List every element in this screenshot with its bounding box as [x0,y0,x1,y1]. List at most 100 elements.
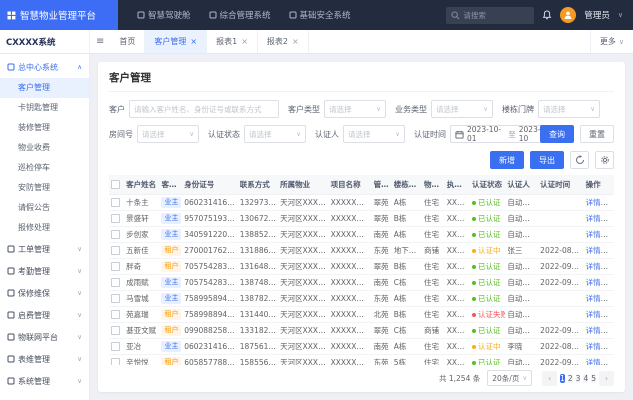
topbar-nav-item[interactable]: 综合管理系统 [209,9,271,21]
row-checkbox[interactable] [111,262,120,272]
page-button-3[interactable]: 3 [575,373,581,383]
filter-select[interactable]: 请选择 ∨ [137,125,199,143]
folder-icon [7,333,15,341]
cell-company: 天河区XXXXXXX物业服务有限公司 [278,258,329,275]
cell-company: 天河区XXXXXXX物业服务有限公司 [278,338,329,355]
filter-select[interactable]: 请选择 ∨ [244,125,306,143]
tab-报表1[interactable]: 报表1 × [207,30,258,53]
row-checkbox[interactable] [111,278,120,288]
export-button[interactable]: 导出 [530,151,564,169]
column-header: 管理区 [371,175,392,195]
page-size-select[interactable]: 20条/页 ∨ [487,370,533,386]
cell-id-number: 060231416464235755 [182,338,238,355]
row-checkbox[interactable] [111,230,120,240]
tab-报表2[interactable]: 报表2 × [258,30,309,53]
cell-customer-type: 业主 [159,338,183,355]
row-checkbox[interactable] [111,310,120,320]
row-checkbox[interactable] [111,214,120,224]
sidebar-collapse-icon[interactable]: ≡ [96,36,105,47]
cell-actions: 详情删除 [583,290,614,307]
cell-customer-name: 步创家 [124,226,160,243]
add-button[interactable]: 新增 [490,151,524,169]
select-all-checkbox[interactable] [111,180,120,190]
row-checkbox[interactable] [111,294,120,304]
page-title: 客户管理 [109,70,614,92]
sidebar-group[interactable]: 启费管理 ∨ [0,304,89,326]
close-icon[interactable]: × [190,36,198,46]
notification-bell-icon[interactable] [542,10,552,20]
close-icon[interactable]: × [241,36,248,46]
sidebar-item-巡检停车[interactable]: 巡检停车 [18,163,50,172]
sidebar-item-卡钥匙管理[interactable]: 卡钥匙管理 [18,103,58,112]
page-button-2[interactable]: 2 [567,373,573,383]
detail-link[interactable]: 详情 [585,326,601,335]
sidebar-item-报修处理[interactable]: 报修处理 [18,223,50,232]
sidebar-item-装修管理[interactable]: 装修管理 [18,123,50,132]
sidebar-group[interactable]: 工单管理 ∨ [0,238,89,260]
filter-select[interactable]: 请选择 ∨ [538,100,600,118]
detail-link[interactable]: 详情 [585,246,601,255]
sidebar-group[interactable]: 系统管理 ∨ [0,370,89,392]
topbar-nav-item[interactable]: 基础安全系统 [289,9,351,21]
sidebar-group[interactable]: 保修维保 ∨ [0,282,89,304]
tab-首页[interactable]: 首页 [110,30,146,53]
filter-select[interactable]: 请选择 ∨ [324,100,386,118]
detail-link[interactable]: 详情 [585,310,601,319]
tabs-more-button[interactable]: 更多 ∨ [589,30,633,53]
prev-page-button[interactable]: ‹ [542,370,558,386]
detail-link[interactable]: 详情 [585,278,601,287]
next-page-button[interactable]: › [599,370,614,386]
filter-label: 楼栋门牌 [502,104,534,114]
topbar-search[interactable] [446,6,535,24]
search-button[interactable]: 查询 [540,125,574,143]
filter-input[interactable] [129,100,279,118]
sidebar-item-请假公告[interactable]: 请假公告 [18,203,50,212]
page-button-4[interactable]: 4 [583,373,589,383]
cell-customer-name: 五新佳 [124,242,160,259]
sidebar-group[interactable]: 物联网平台 ∨ [0,326,89,348]
column-settings-button[interactable] [595,151,614,169]
refresh-button[interactable] [570,151,589,169]
page-button-1[interactable]: 1 [560,373,565,383]
cell-customer-type: 租户 [159,322,183,339]
sidebar-group[interactable]: 总中心系统 ∧ [0,56,89,78]
detail-link[interactable]: 详情 [585,198,601,207]
status-badge: 认证中 [472,341,501,352]
row-checkbox[interactable] [111,198,120,208]
reset-button[interactable]: 重置 [580,125,614,143]
detail-link[interactable]: 详情 [585,358,601,365]
cell-status: 认证中 [470,242,506,259]
detail-link[interactable]: 详情 [585,230,601,239]
cell-actions: 详情删除 [583,322,614,339]
row-checkbox[interactable] [111,342,120,352]
detail-link[interactable]: 详情 [585,294,601,303]
page-button-5[interactable]: 5 [591,373,596,383]
column-header: 执行单号 [444,175,471,195]
sidebar-item-客户管理[interactable]: 客户管理 [0,78,89,98]
topbar-nav-item[interactable]: 智慧驾驶舱 [137,9,191,21]
user-name[interactable]: 管理员 [584,11,610,21]
detail-link[interactable]: 详情 [585,262,601,271]
status-badge: 已认证 [472,197,501,208]
avatar[interactable] [560,7,577,23]
row-checkbox[interactable] [111,326,120,336]
search-input[interactable] [463,10,530,20]
cell-building: A栋 [391,338,423,355]
sidebar-group[interactable]: 表维管理 ∨ [0,348,89,370]
detail-link[interactable]: 详情 [585,214,601,223]
tab-客户管理[interactable]: 客户管理 × [145,30,208,53]
customer-type-badge: 业主 [161,341,182,352]
close-icon[interactable]: × [291,36,299,46]
filter-select[interactable]: 请选择 ∨ [431,100,493,118]
sidebar-item-物业收费[interactable]: 物业收费 [18,143,50,152]
cell-verifier: 自动认证 [505,354,539,365]
cell-customer-type: 业主 [159,226,183,243]
sidebar-group[interactable]: 考勤管理 ∨ [0,260,89,282]
detail-link[interactable]: 详情 [585,342,601,351]
filter-select[interactable]: 请选择 ∨ [343,125,405,143]
row-checkbox[interactable] [111,358,120,365]
folder-icon [7,267,15,275]
sidebar-item-安防管理[interactable]: 安防管理 [18,183,50,192]
row-checkbox[interactable] [111,246,120,256]
date-range-picker[interactable]: 2023-10-01 至 2023-10-10 [450,125,562,143]
